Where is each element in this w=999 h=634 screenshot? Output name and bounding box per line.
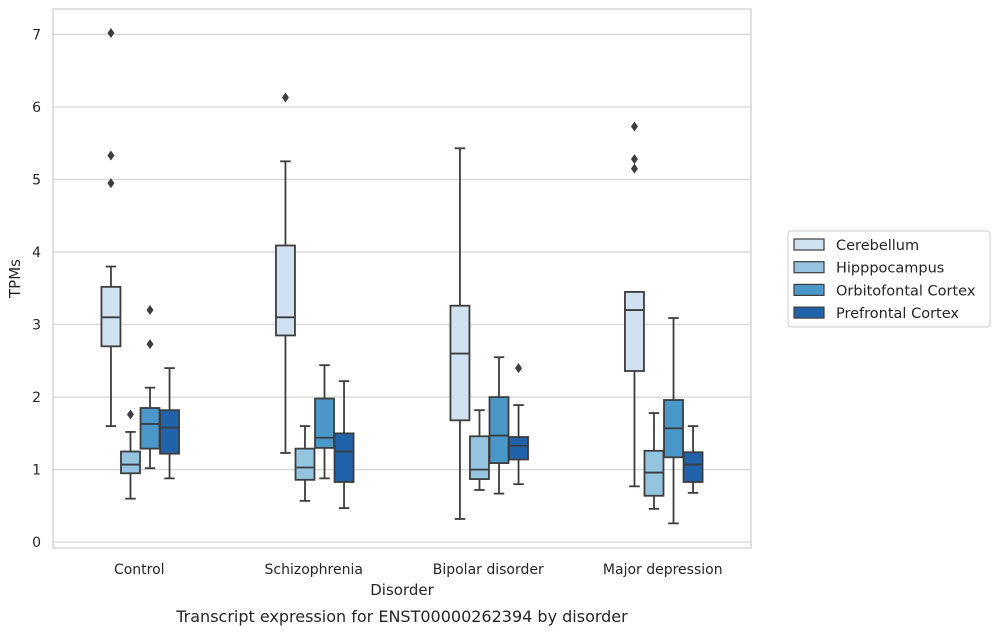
outlier-point <box>146 339 154 350</box>
box-iqr <box>159 409 180 455</box>
figure-caption: Transcript expression for ENST0000026239… <box>175 607 628 626</box>
y-tick-1: 1 <box>32 463 41 479</box>
y-tick-4: 4 <box>32 245 41 261</box>
box-iqr <box>508 436 529 461</box>
outlier-point <box>107 27 115 38</box>
legend-label: Prefrontal Cortex <box>836 306 959 322</box>
box-iqr <box>314 397 335 449</box>
box-iqr <box>469 435 490 480</box>
outlier-point <box>630 163 638 174</box>
legend-frame <box>787 230 991 328</box>
series-orbitofontal-cortex <box>139 305 684 525</box>
box-major-depression <box>624 121 645 488</box>
box-bipolar-disorder <box>508 363 529 486</box>
y-tick-2: 2 <box>32 390 41 406</box>
outlier-point <box>126 409 134 420</box>
outlier-point <box>630 121 638 132</box>
box-schizophrenia <box>294 425 316 502</box>
series-hipppocampus <box>120 409 665 510</box>
box-iqr <box>624 291 645 372</box>
y-tick-3: 3 <box>32 318 41 334</box>
y-axis-label: TPMs <box>6 259 24 299</box>
legend-item-prefrontal-cortex: Prefrontal Cortex <box>793 306 959 322</box>
x-tick-schizophrenia: Schizophrenia <box>265 562 363 578</box>
x-tick-major-depression: Major depression <box>603 562 723 578</box>
legend-label: Cerebellum <box>836 238 919 254</box>
outlier-point <box>146 305 154 316</box>
legend: Cerebellum Hipppocampus Orbitofontal Corte… <box>787 230 991 328</box>
series-prefrontal-cortex <box>159 363 704 510</box>
x-tick-control: Control <box>114 562 165 578</box>
x-tick-labels: Control Schizophrenia Bipolar disorder Majo… <box>114 562 723 578</box>
box-iqr <box>682 451 704 483</box>
legend-swatch <box>793 283 825 296</box>
legend-swatch <box>793 238 825 251</box>
box-bipolar-disorder <box>449 147 471 520</box>
box-iqr <box>449 304 471 422</box>
box-control <box>120 409 141 500</box>
legend-label: Orbitofontal Cortex <box>836 283 976 299</box>
box-major-depression <box>682 425 704 494</box>
box-control <box>159 367 180 480</box>
plot-frame <box>52 8 752 549</box>
box-iqr <box>275 244 296 337</box>
x-axis-label: Disorder <box>370 581 434 599</box>
box-schizophrenia <box>314 364 335 480</box>
y-tick-6: 6 <box>32 100 41 116</box>
outlier-point <box>107 178 115 189</box>
outlier-point <box>515 363 523 374</box>
legend-item-cerebellum: Cerebellum <box>793 238 919 254</box>
outlier-point <box>630 154 638 165</box>
outlier-point <box>281 92 289 103</box>
legend-swatch <box>793 261 825 274</box>
box-schizophrenia <box>333 380 355 510</box>
y-tick-labels: 0 1 2 3 4 5 6 7 <box>32 27 41 551</box>
box-iqr <box>488 396 510 465</box>
x-tick-bipolar-disorder: Bipolar disorder <box>433 562 544 578</box>
legend-label: Hipppocampus <box>836 261 944 277</box>
series-cerebellum <box>100 27 645 520</box>
box-bipolar-disorder <box>488 356 510 495</box>
box-major-depression <box>663 317 684 525</box>
legend-swatch <box>793 306 825 319</box>
outlier-point <box>107 150 115 161</box>
box-bipolar-disorder <box>469 409 490 491</box>
y-tick-7: 7 <box>32 27 41 43</box>
legend-item-orbitofontal-cortex: Orbitofontal Cortex <box>793 283 976 299</box>
box-control <box>100 27 122 428</box>
box-schizophrenia <box>275 92 296 454</box>
box-control <box>139 305 161 470</box>
box-iqr <box>120 450 141 475</box>
legend-item-hipppocampus: Hipppocampus <box>793 261 944 277</box>
box-iqr <box>294 447 316 481</box>
box-series <box>100 27 704 525</box>
y-tick-5: 5 <box>32 172 41 188</box>
box-iqr <box>139 407 161 450</box>
box-iqr <box>333 432 355 483</box>
y-tick-0: 0 <box>32 535 41 551</box>
box-major-depression <box>643 412 665 510</box>
